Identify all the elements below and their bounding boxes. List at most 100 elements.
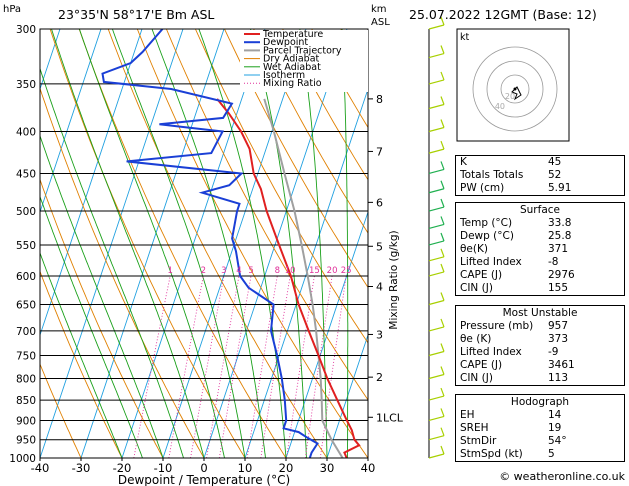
wind-barb-flag <box>440 292 445 301</box>
height-km-label: 3 <box>376 328 383 341</box>
legend-entry: Parcel Trajectory <box>263 45 342 56</box>
wind-barb-flag <box>440 408 445 417</box>
most-unstable-row: θe (K) 373 <box>460 333 569 345</box>
wind-barb <box>428 415 445 422</box>
wind-barb <box>428 148 445 154</box>
mixing-ratio-line <box>286 275 315 458</box>
km-label: km <box>371 4 387 15</box>
mixing-ratio-line <box>168 275 204 458</box>
most-unstable-row: CIN (J) 113 <box>460 372 569 384</box>
legend-entry: Dewpoint <box>263 37 308 48</box>
wind-barbs <box>428 16 445 459</box>
surface-row: θe(K) 371 <box>460 243 569 255</box>
wind-barb <box>428 240 445 246</box>
hodograph-row: StmSpd (kt) 5 <box>460 448 555 460</box>
mixing-ratio-label: 4 <box>236 266 241 276</box>
index-row-totals: Totals Totals 52 <box>460 169 562 181</box>
isotherm-line <box>203 29 348 458</box>
wind-barb-flag <box>440 318 445 328</box>
legend-entry: Temperature <box>262 29 323 40</box>
wind-barb-flag <box>440 263 445 273</box>
surface-row: Temp (°C) 33.8 <box>460 217 572 229</box>
temperature-tick-label: -40 <box>31 461 50 475</box>
hodograph-row: EH 14 <box>460 409 562 421</box>
hodograph-row: StmDir 54° <box>460 435 567 447</box>
isotherm-line <box>40 29 184 458</box>
dry-adiabat-line <box>78 29 287 458</box>
parcel-trajectory-line <box>263 98 344 458</box>
wet-adiabat-line <box>51 29 205 458</box>
mixing-ratio-label: 5 <box>248 266 253 276</box>
hodograph-ring <box>486 60 544 118</box>
mixing-ratio-label: 25 <box>341 266 352 276</box>
temperature-line <box>216 98 361 458</box>
wind-barb <box>428 453 445 459</box>
wind-barb <box>428 271 445 277</box>
temperature-tick-label: -20 <box>113 461 132 475</box>
hodograph-box: Hodograph EH 14 SREH 19 StmDir 54° StmSpd (… <box>455 394 625 462</box>
hodograph-ring <box>500 74 530 104</box>
height-km-label: 4 <box>376 281 383 294</box>
wind-barb <box>428 168 445 175</box>
isotherm-line <box>285 210 368 458</box>
temperature-tick-label: 30 <box>320 461 335 475</box>
isotherm-line <box>244 87 368 458</box>
mixing-ratio-label: 1 <box>167 266 172 276</box>
legend-entry: Dry Adiabat <box>263 54 320 65</box>
wind-barb-flag <box>440 427 445 436</box>
wind-barb-flag <box>440 216 445 225</box>
surface-row: CIN (J) 155 <box>460 282 569 294</box>
mixing-ratio-line <box>190 275 225 458</box>
wind-barb-flag <box>440 180 445 189</box>
hodograph-ring <box>472 46 558 132</box>
datetime-title: 25.07.2022 12GMT (Base: 12) <box>409 7 597 22</box>
pressure-tick-label: 650 <box>16 300 36 312</box>
pressure-tick-label: 300 <box>16 24 36 36</box>
wind-barb-flag <box>440 387 445 397</box>
wind-barb <box>428 126 445 133</box>
mixing-ratio-label: 10 <box>285 266 296 276</box>
hodograph-ring-label: 40 <box>495 102 505 111</box>
credit-text: © weatheronline.co.uk <box>499 470 625 483</box>
wind-barb <box>428 223 445 229</box>
most-unstable-row: Lifted Index -9 <box>460 346 559 358</box>
asl-label: ASL <box>371 17 390 28</box>
wind-barb-flag <box>440 119 445 128</box>
most-unstable-title: Most Unstable <box>502 307 578 319</box>
wind-barb <box>428 103 445 110</box>
index-row-pw: PW (cm) 5.91 <box>460 182 572 194</box>
wind-barb <box>428 206 445 212</box>
hodograph-title: Hodograph <box>510 396 570 408</box>
mixing-ratio-line <box>304 275 333 458</box>
mixing-ratio-line <box>319 275 347 458</box>
wind-barb <box>428 188 445 194</box>
wind-barb-flag <box>440 343 445 352</box>
wind-barb-flag <box>440 248 445 258</box>
plot-frame <box>39 28 369 459</box>
wind-barb <box>428 79 445 85</box>
hodograph-center <box>513 87 517 91</box>
mixing-ratio-line <box>206 275 240 458</box>
dry-adiabat-line <box>253 29 368 234</box>
height-km-label: 5 <box>376 240 383 253</box>
wind-barb-flag <box>440 140 445 150</box>
wind-barb <box>428 256 445 262</box>
temperature-tick-label: 40 <box>361 461 376 475</box>
legend-entry: Wet Adiabat <box>263 62 321 73</box>
legend-entry: Isotherm <box>263 70 305 81</box>
pressure-tick-label: 1000 <box>9 453 36 465</box>
legend-entry: Mixing Ratio <box>263 78 322 89</box>
dewpoint-line <box>101 29 319 458</box>
wind-barb-flag <box>440 16 445 26</box>
legend-bg <box>240 30 368 92</box>
surface-row: Dewp (°C) 25.8 <box>460 230 572 242</box>
wind-barb-flag <box>440 71 445 81</box>
wind-barb <box>428 350 445 357</box>
mixing-ratio-label: 8 <box>275 266 280 276</box>
wind-barb <box>428 395 445 401</box>
pressure-tick-label: 950 <box>16 435 36 447</box>
dry-adiabat-line <box>107 29 328 458</box>
height-km-label: 8 <box>376 93 383 106</box>
most-unstable-box: Most Unstable Pressure (mb) 957 θe (K) 373… <box>455 305 625 386</box>
